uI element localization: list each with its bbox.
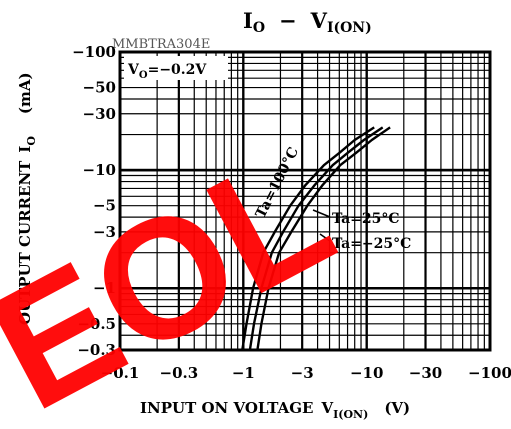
part-number: MMBTRA304E xyxy=(112,37,210,52)
series-line-1 xyxy=(248,126,384,351)
x-tick-label: −1 xyxy=(232,364,255,382)
series-label-ta-25c: Ta=25°C xyxy=(332,211,400,227)
y-tick-label: −3 xyxy=(93,223,116,241)
series-label-ta-m25c: Ta=−25°C xyxy=(332,236,411,252)
condition-label: VO=−0.2V xyxy=(124,56,228,81)
x-tick-label: −0.1 xyxy=(101,364,140,382)
svg-text:VO=−0.2V: VO=−0.2V xyxy=(127,62,207,81)
y-tick-label: −30 xyxy=(83,105,116,123)
series-line-2 xyxy=(256,126,391,351)
chart-title: IO − VI(ON) xyxy=(243,8,372,36)
series-line-0 xyxy=(241,126,375,351)
grid-minor xyxy=(120,52,490,351)
y-tick-labels: −100 −50 −30 −10 −5 −3 −1 −0.5 −0.3 xyxy=(72,43,116,359)
x-tick-label: −100 xyxy=(468,364,511,382)
x-tick-label: −0.3 xyxy=(160,364,199,382)
x-tick-label: −3 xyxy=(291,364,314,382)
y-tick-label: −1 xyxy=(93,279,116,297)
y-axis-title: OUTPUT CURRENTIO(mA) xyxy=(16,72,38,325)
data-curves xyxy=(241,126,391,351)
x-axis-title: INPUT ON VOLTAGE VI(ON) (V) xyxy=(140,399,410,421)
x-tick-label: −10 xyxy=(350,364,383,382)
plot-frame xyxy=(118,50,492,352)
y-tick-label: −50 xyxy=(83,79,116,97)
x-tick-labels: −0.1 −0.3 −1 −3 −10 −30 −100 xyxy=(101,364,511,382)
series-label-ta-m25c-group: Ta=−25°C xyxy=(319,233,411,252)
series-label-ta-25c-group: Ta=25°C xyxy=(312,209,400,227)
y-tick-label: −5 xyxy=(93,197,116,215)
y-tick-label: −100 xyxy=(72,43,116,61)
y-tick-label: −0.5 xyxy=(77,315,116,333)
y-tick-label: −0.3 xyxy=(77,341,116,359)
x-tick-label: −30 xyxy=(409,364,442,382)
y-tick-label: −10 xyxy=(83,161,116,179)
